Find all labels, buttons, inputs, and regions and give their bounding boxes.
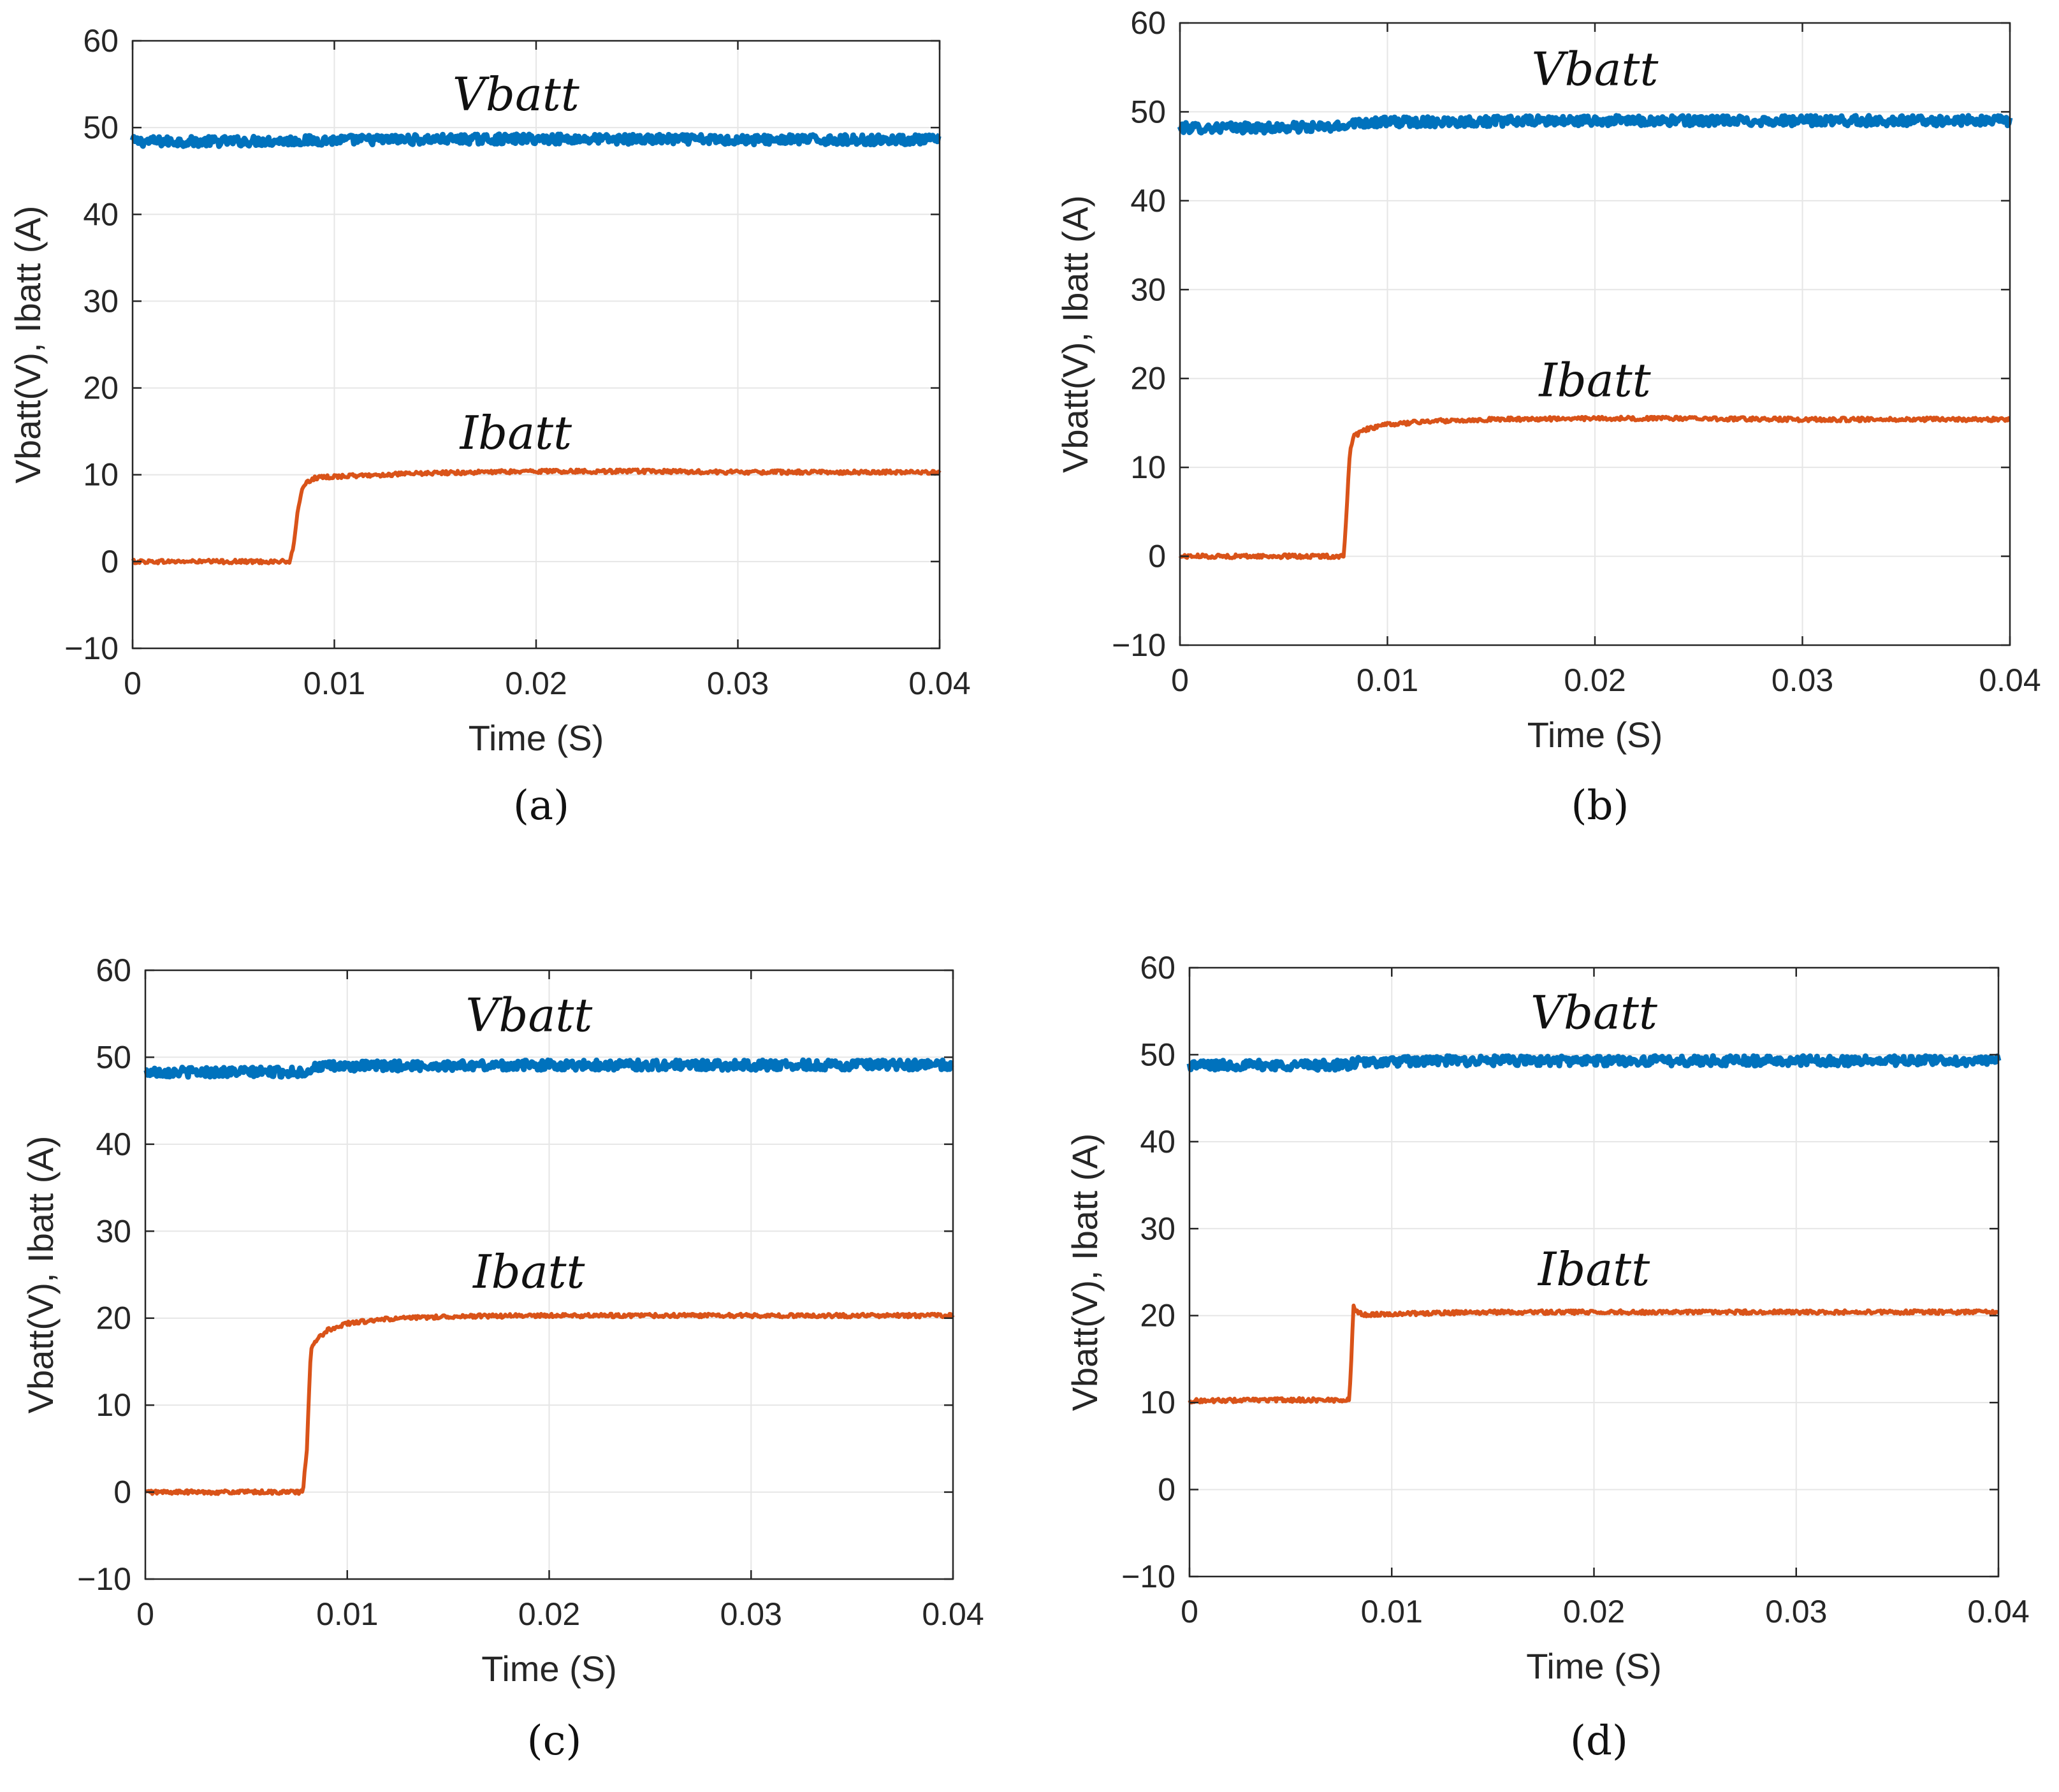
y-tick-label: 40 xyxy=(1140,1124,1175,1160)
x-tick-label: 0.03 xyxy=(1765,1594,1827,1629)
y-tick-label: 10 xyxy=(1130,449,1166,485)
y-tick-label: 20 xyxy=(83,370,119,406)
y-tick-label: 0 xyxy=(1148,539,1166,574)
y-tick-label: 40 xyxy=(1130,183,1166,219)
y-tick-label: −10 xyxy=(64,630,119,666)
x-axis-label: Time (S) xyxy=(469,718,604,758)
x-tick-label: 0.01 xyxy=(1361,1594,1423,1629)
y-tick-label: 60 xyxy=(1130,5,1166,41)
y-tick-label: 40 xyxy=(96,1126,131,1162)
panel-caption: (a) xyxy=(513,782,569,829)
x-tick-label: 0.02 xyxy=(1563,1594,1625,1629)
y-axis-label: Vbatt(V), Ibatt (A) xyxy=(1065,1133,1105,1411)
series-line-ibatt xyxy=(1178,414,2011,560)
y-tick-label: 0 xyxy=(113,1475,131,1510)
series-line-vbatt xyxy=(1186,1053,2002,1073)
series-line-vbatt xyxy=(143,1057,955,1080)
y-tick-label: 60 xyxy=(1140,950,1175,986)
x-tick-label: 0.03 xyxy=(1772,662,1833,698)
annotation-vbatt: Vbatt xyxy=(465,989,593,1042)
x-axis-label: Time (S) xyxy=(1527,715,1663,755)
x-tick-label: 0 xyxy=(1181,1594,1198,1629)
y-tick-label: 60 xyxy=(96,952,131,988)
x-tick-label: 0.01 xyxy=(1357,662,1418,698)
x-tick-label: 0.03 xyxy=(707,666,769,701)
y-tick-label: 0 xyxy=(1158,1472,1175,1508)
y-axis-label: Vbatt(V), Ibatt (A) xyxy=(20,1136,61,1414)
annotation-ibatt: Ibatt xyxy=(472,1245,585,1299)
series-line-ibatt xyxy=(131,467,942,565)
y-tick-label: 30 xyxy=(1130,272,1166,307)
annotation-ibatt: Ibatt xyxy=(1537,1242,1650,1296)
panel-caption: (b) xyxy=(1571,782,1629,829)
x-tick-label: 0 xyxy=(124,666,142,701)
series-line-ibatt xyxy=(144,1311,955,1496)
y-tick-label: 50 xyxy=(96,1039,131,1075)
x-tick-label: 0 xyxy=(136,1596,154,1632)
panel-caption: (c) xyxy=(527,1717,582,1765)
x-tick-label: 0.02 xyxy=(518,1596,580,1632)
y-tick-label: −10 xyxy=(1121,1559,1175,1594)
annotation-ibatt: Ibatt xyxy=(1538,354,1651,407)
x-tick-label: 0 xyxy=(1171,662,1189,698)
x-axis-label: Time (S) xyxy=(1526,1646,1662,1686)
annotation-vbatt: Vbatt xyxy=(1532,43,1659,96)
x-tick-label: 0.01 xyxy=(303,666,365,701)
series-line-ibatt xyxy=(1188,1303,2000,1405)
y-tick-label: 30 xyxy=(96,1213,131,1249)
y-tick-label: 0 xyxy=(101,544,119,579)
series-line-vbatt xyxy=(1177,113,2013,136)
y-tick-label: 20 xyxy=(1130,361,1166,397)
x-tick-label: 0.02 xyxy=(1564,662,1626,698)
annotation-vbatt: Vbatt xyxy=(453,68,580,121)
x-tick-label: 0.04 xyxy=(908,666,970,701)
x-tick-label: 0.01 xyxy=(316,1596,378,1632)
y-tick-label: 10 xyxy=(96,1387,131,1423)
y-tick-label: 60 xyxy=(83,23,119,59)
x-tick-label: 0.04 xyxy=(1979,662,2041,698)
x-tick-label: 0.03 xyxy=(720,1596,782,1632)
annotation-ibatt: Ibatt xyxy=(459,406,572,460)
y-axis-label: Vbatt(V), Ibatt (A) xyxy=(1055,195,1095,473)
y-axis-label: Vbatt(V), Ibatt (A) xyxy=(8,206,48,484)
x-tick-label: 0.04 xyxy=(922,1596,984,1632)
y-tick-label: 40 xyxy=(83,196,119,232)
x-tick-label: 0.04 xyxy=(1967,1594,2029,1629)
x-tick-label: 0.02 xyxy=(505,666,567,701)
series-line-vbatt xyxy=(129,131,942,149)
y-tick-label: 10 xyxy=(83,457,119,493)
x-axis-label: Time (S) xyxy=(481,1649,617,1689)
annotation-vbatt: Vbatt xyxy=(1531,986,1658,1040)
panel-caption: (d) xyxy=(1570,1717,1628,1765)
y-tick-label: 50 xyxy=(83,110,119,145)
y-tick-label: 20 xyxy=(96,1300,131,1336)
y-tick-label: 10 xyxy=(1140,1385,1175,1420)
y-tick-label: 20 xyxy=(1140,1298,1175,1334)
y-tick-label: 30 xyxy=(1140,1211,1175,1246)
y-tick-label: −10 xyxy=(77,1561,131,1597)
y-tick-label: 50 xyxy=(1140,1037,1175,1072)
y-tick-label: 30 xyxy=(83,283,119,319)
y-tick-label: 50 xyxy=(1130,94,1166,129)
y-tick-label: −10 xyxy=(1112,627,1166,663)
